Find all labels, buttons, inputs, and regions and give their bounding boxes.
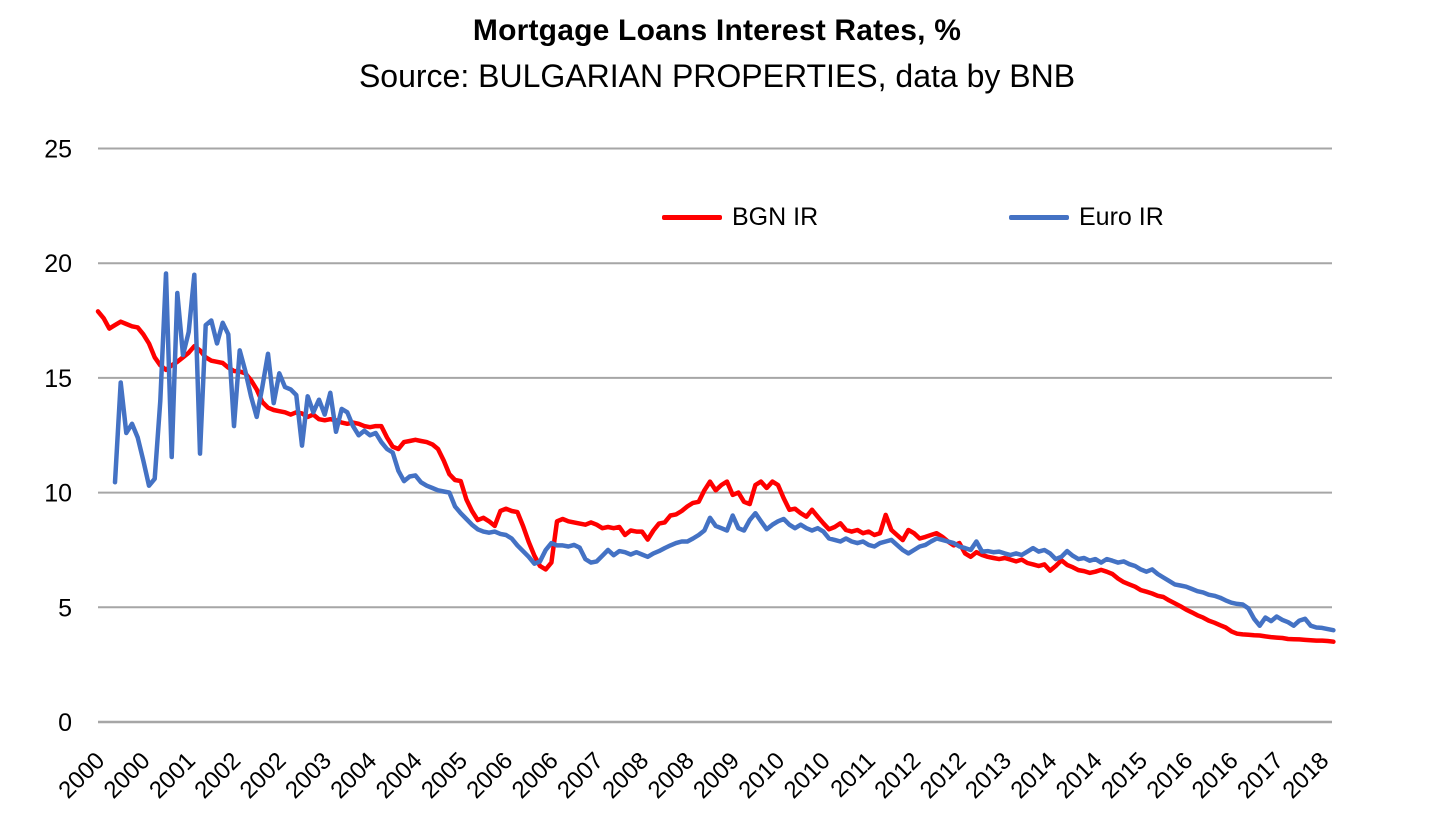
x-tick-label-26: 2017 [1232, 747, 1289, 804]
x-tick-label-7: 2004 [371, 747, 428, 804]
x-tick-label-13: 2008 [643, 747, 700, 804]
bgn-ir-line [95, 309, 1336, 644]
y-axis-labels: 0 5 10 15 20 25 [44, 136, 72, 738]
x-tick-label-22: 2014 [1051, 747, 1108, 804]
x-tick-label-4: 2002 [235, 747, 292, 804]
x-tick-label-0: 2000 [53, 747, 110, 804]
y-tick-label-5: 5 [58, 594, 72, 622]
legend-label-euro-ir: Euro IR [1079, 203, 1164, 231]
y-tick-label-20: 20 [44, 250, 72, 278]
x-tick-label-14: 2009 [688, 747, 745, 804]
chart-title: Mortgage Loans Interest Rates, % [472, 14, 962, 47]
gridlines [98, 147, 1332, 724]
x-tick-label-23: 2015 [1096, 747, 1153, 804]
x-tick-label-6: 2004 [325, 747, 382, 804]
x-axis-labels: 2000200020012002200220032004200420052006… [53, 747, 1334, 804]
x-tick-label-16: 2010 [779, 747, 836, 804]
legend-swatch-bgn-ir [662, 215, 722, 220]
x-tick-label-1: 2000 [99, 747, 156, 804]
x-tick-label-11: 2007 [552, 747, 609, 804]
legend-swatch-euro-ir [1009, 215, 1069, 220]
x-tick-label-10: 2006 [507, 747, 564, 804]
x-tick-label-20: 2013 [960, 747, 1017, 804]
x-tick-label-19: 2012 [915, 747, 972, 804]
x-tick-label-27: 2018 [1277, 747, 1334, 804]
x-tick-label-2: 2001 [144, 747, 201, 804]
x-tick-label-9: 2006 [461, 747, 518, 804]
legend-label-bgn-ir: BGN IR [732, 203, 819, 231]
x-tick-label-8: 2005 [416, 747, 473, 804]
x-tick-label-12: 2008 [597, 747, 654, 804]
legend-item-euro-ir: Euro IR [1009, 203, 1164, 232]
x-tick-label-24: 2016 [1141, 747, 1198, 804]
y-tick-label-0: 0 [58, 709, 72, 737]
chart-subtitle: Source: BULGARIAN PROPERTIES, data by BN… [358, 58, 1076, 94]
legend-item-bgn-ir: BGN IR [662, 203, 818, 232]
x-tick-label-5: 2003 [280, 747, 337, 804]
y-tick-label-15: 15 [44, 365, 72, 393]
y-tick-label-25: 25 [44, 136, 72, 164]
y-tick-label-10: 10 [44, 480, 72, 508]
x-tick-label-25: 2016 [1187, 747, 1244, 804]
x-tick-label-21: 2014 [1005, 747, 1062, 804]
x-tick-label-3: 2002 [189, 747, 246, 804]
euro-ir-line [112, 271, 1336, 633]
x-tick-label-18: 2012 [869, 747, 926, 804]
x-tick-label-15: 2010 [733, 747, 790, 804]
x-tick-label-17: 2011 [825, 747, 881, 803]
series-lines [95, 271, 1336, 644]
